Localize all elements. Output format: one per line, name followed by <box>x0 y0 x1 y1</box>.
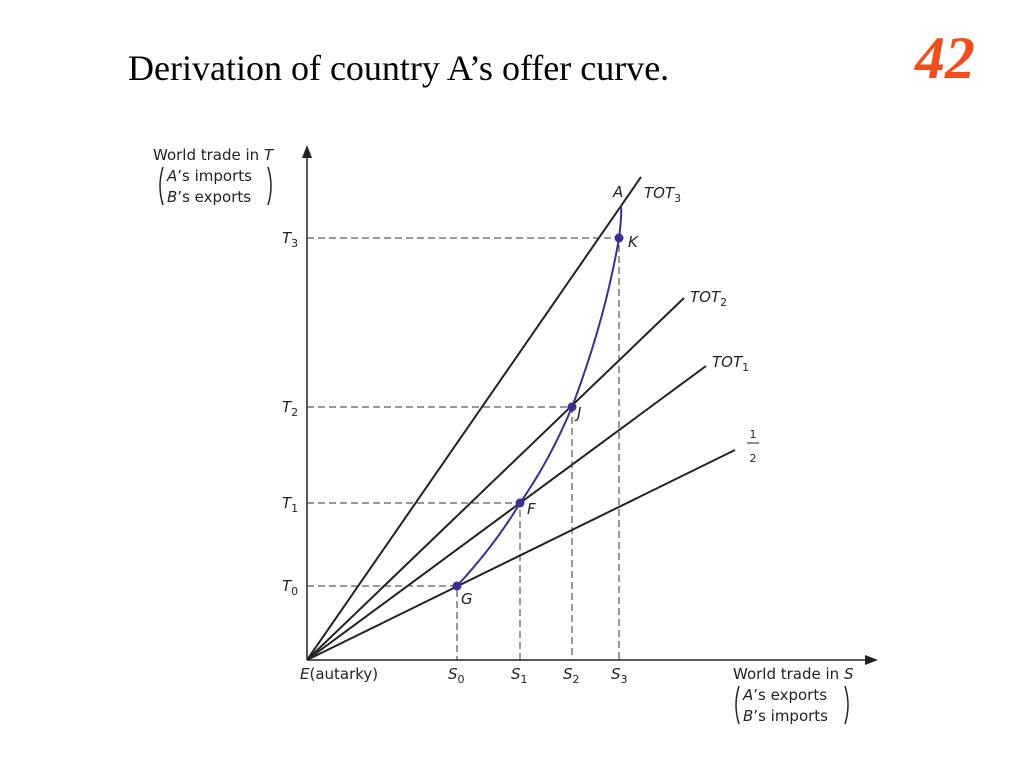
point-label: G <box>461 590 473 608</box>
line-label: TOT2 <box>690 288 727 309</box>
bracket <box>159 166 272 206</box>
y-tick-label: T0 <box>282 577 298 598</box>
y-tick-label: T3 <box>282 229 298 250</box>
y-tick-label: T1 <box>282 494 298 515</box>
bracket <box>735 685 849 725</box>
x-tick-label: S0 <box>448 665 465 686</box>
point <box>452 581 462 591</box>
line-label: TOT1 <box>712 353 749 374</box>
fraction-numerator: 1 <box>750 428 757 441</box>
origin-label: E(autarky) <box>300 665 378 683</box>
point-label: F <box>527 500 536 518</box>
offer-curve <box>456 204 623 587</box>
x-tick-label: S1 <box>511 665 528 686</box>
points <box>452 233 624 591</box>
point-label: J <box>574 404 581 422</box>
x-tick-label: S2 <box>563 665 580 686</box>
slide-title: Derivation of country A’s offer curve. <box>128 48 669 88</box>
tot3-line <box>306 176 642 661</box>
fraction-denominator: 2 <box>750 452 757 465</box>
half-line <box>306 449 736 661</box>
line-label: TOT3 <box>644 184 681 205</box>
point <box>515 498 525 508</box>
slide-number: 42 <box>914 25 975 91</box>
axis-arrows <box>302 145 878 665</box>
point-label: K <box>628 233 639 251</box>
y-tick-label: T2 <box>282 398 298 419</box>
y-axis-line: A’s imports <box>166 167 252 185</box>
tot1-line <box>306 365 707 661</box>
y-axis-label: World trade in T <box>153 146 275 164</box>
x-axis-line: A’s exports <box>742 686 827 704</box>
y-axis-line: B’s exports <box>167 188 251 206</box>
point <box>567 402 577 412</box>
point <box>614 233 624 243</box>
axes <box>306 152 870 661</box>
curve-label: A <box>612 183 623 201</box>
x-axis-line: B’s imports <box>743 707 828 725</box>
tot2-line <box>306 297 685 661</box>
x-axis-label: World trade in S <box>733 665 854 683</box>
x-tick-label: S3 <box>611 665 628 686</box>
